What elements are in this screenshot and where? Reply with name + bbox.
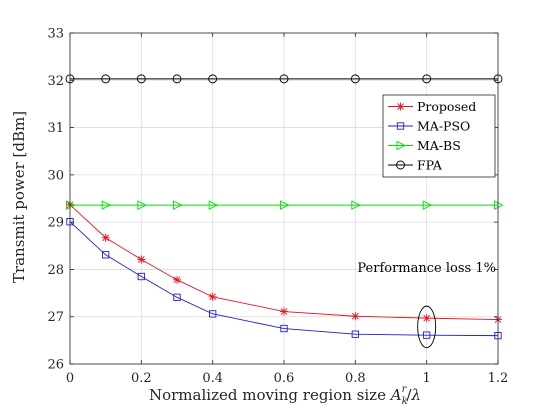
x-tick-label: 0.4: [202, 371, 223, 386]
x-tick-label: 0.6: [274, 371, 295, 386]
data-point-ma-bs: [101, 200, 112, 210]
y-tick-label: 26: [47, 358, 64, 373]
data-point-ma-pso: [423, 331, 431, 339]
legend-box: [382, 94, 496, 178]
data-point-ma-pso: [102, 251, 110, 259]
data-point-ma-bs: [66, 200, 76, 210]
y-tick-label: 32: [47, 74, 64, 89]
tick-labels: 0 0.2 0.4 0.6 0.8 1 1.2 26 27 28 29 30 31 32 33: [47, 27, 508, 387]
data-point-proposed: [208, 292, 217, 301]
y-tick-label: 33: [47, 27, 64, 42]
x-tick-label: 1: [423, 371, 431, 386]
x-tick-label: 0.8: [345, 371, 366, 386]
data-point-ma-bs: [351, 200, 361, 210]
y-tick-label: 29: [47, 216, 64, 231]
data-point-ma-pso: [209, 310, 217, 318]
data-point-ma-pso: [280, 324, 288, 333]
x-tick-label: 0: [66, 371, 74, 386]
x-axis-label: Normalized moving region size Akr/λ: [149, 384, 421, 407]
data-point-ma-pso: [137, 272, 145, 281]
y-tick-label: 30: [47, 168, 64, 183]
legend: Proposed MA-PSO MA-BS FPA: [382, 94, 496, 178]
legend-label: Proposed: [417, 99, 476, 114]
x-tick-label: 1.2: [488, 371, 509, 386]
data-point-proposed: [351, 312, 360, 321]
data-point-fpa: [279, 74, 289, 84]
series-group: [65, 74, 504, 340]
data-point-fpa: [101, 74, 111, 84]
data-point-proposed: [280, 307, 288, 316]
legend-label: MA-BS: [417, 138, 461, 153]
data-point-ma-bs: [422, 200, 433, 210]
y-tick-label: 27: [47, 310, 64, 325]
y-tick-label: 28: [47, 263, 64, 278]
data-point-proposed: [422, 314, 431, 323]
data-point-fpa: [172, 74, 182, 84]
legend-marker: [396, 160, 405, 170]
y-axis-label: Transmit power [dBm]: [10, 111, 28, 283]
data-point-ma-pso: [173, 293, 181, 301]
data-point-proposed: [173, 275, 181, 284]
data-point-fpa: [136, 74, 146, 84]
legend-label: FPA: [417, 158, 443, 173]
data-point-fpa: [208, 74, 218, 84]
data-point-proposed: [137, 255, 146, 264]
y-tick-label: 31: [47, 121, 64, 136]
annotation-text: Performance loss 1%: [357, 261, 496, 276]
data-point-ma-bs: [173, 200, 183, 210]
data-point-ma-bs: [137, 200, 147, 210]
data-point-ma-pso: [351, 330, 359, 338]
legend-label: MA-PSO: [417, 119, 470, 134]
legend-marker: [396, 140, 407, 151]
legend-marker: [396, 102, 405, 111]
data-point-ma-bs: [494, 200, 504, 210]
data-point-fpa: [422, 74, 432, 84]
annotation-ellipse: [417, 305, 437, 349]
legend-marker: [396, 122, 405, 130]
x-tick-label: 0.2: [131, 371, 152, 386]
series-line-ma-pso: [69, 221, 499, 337]
data-point-ma-bs: [280, 200, 290, 210]
x-axis-label-prefix: Normalized moving region size: [149, 386, 391, 404]
data-point-ma-bs: [208, 200, 219, 210]
annotation-group: Performance loss 1%: [357, 261, 496, 349]
data-point-fpa: [350, 74, 360, 84]
data-point-proposed: [101, 233, 110, 242]
